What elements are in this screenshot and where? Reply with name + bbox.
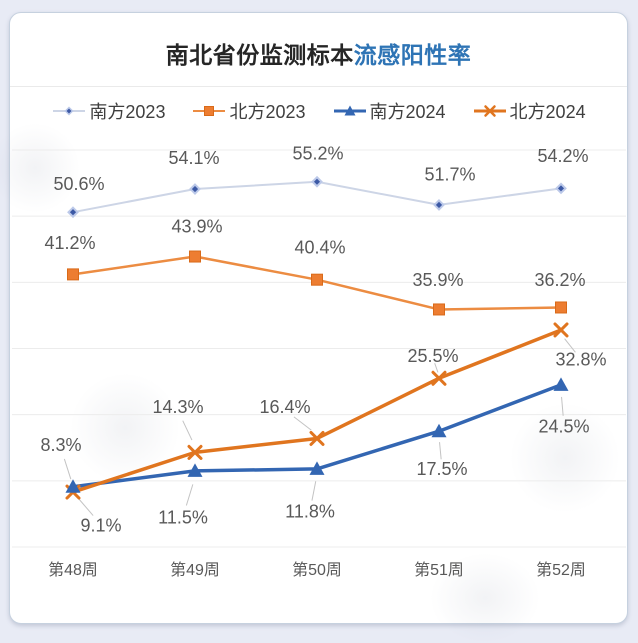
square-legend-icon (193, 106, 226, 116)
legend-item-1: 南方2023 (51, 98, 165, 124)
legend-label: 南方2023 (89, 102, 166, 122)
chart-title-highlight: 流感阳性率 (353, 42, 472, 68)
chart-title-prefix: 南北省份监测标本 (165, 42, 354, 68)
watermark (70, 373, 180, 483)
diamond-legend-icon (53, 106, 86, 116)
chart-card: 南北省份监测标本流感阳性率 南方2023 北方2023 南方2024 北方2024 (0, 12, 628, 643)
chart-title: 南北省份监测标本流感阳性率 (10, 36, 627, 70)
legend-label: 南方2024 (369, 102, 446, 122)
title-divider (10, 86, 627, 87)
x-legend-icon (473, 105, 506, 117)
legend-item-4: 北方2024 (472, 98, 586, 124)
triangle-legend-icon (333, 105, 366, 116)
legend-item-3: 南方2024 (332, 98, 446, 124)
chart-legend: 南方2023 北方2023 南方2024 北方2024 (10, 98, 627, 124)
watermark (0, 123, 80, 213)
legend-item-2: 北方2023 (191, 98, 306, 124)
watermark (510, 403, 620, 513)
legend-label: 北方2024 (509, 102, 586, 122)
watermark (430, 553, 540, 643)
legend-label: 北方2023 (229, 102, 306, 122)
